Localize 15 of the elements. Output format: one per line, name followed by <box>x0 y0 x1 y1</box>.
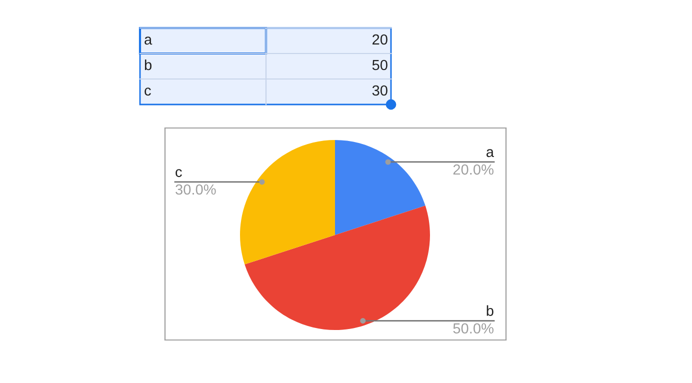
data-label: 20.0% <box>453 164 494 175</box>
data-label: 30.0% <box>176 184 216 195</box>
slice-label: a <box>486 149 494 158</box>
category-label: a <box>144 36 152 45</box>
pie-slice <box>335 140 426 235</box>
data-label: 50.0% <box>453 323 494 334</box>
text: 50 <box>372 60 388 70</box>
text: 20 <box>372 34 388 45</box>
pie-slice <box>240 140 335 264</box>
slice-label: c <box>176 169 182 178</box>
text: 30 <box>372 85 388 96</box>
slice-label: b <box>486 305 494 316</box>
category-label: c <box>144 88 151 96</box>
category-label: b <box>144 59 152 70</box>
pie-slice <box>244 206 430 330</box>
